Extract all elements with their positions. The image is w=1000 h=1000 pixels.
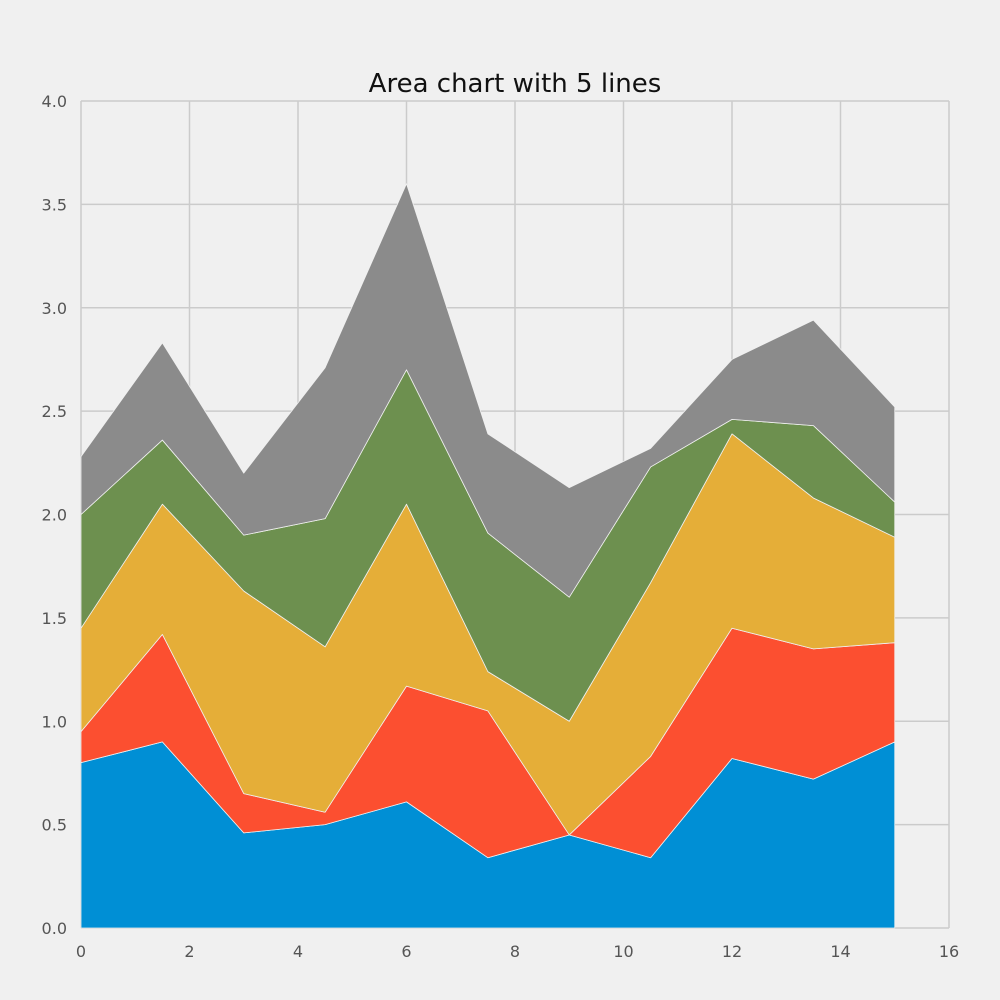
x-tick-label: 10 bbox=[613, 942, 633, 961]
y-tick-label: 3.0 bbox=[42, 299, 67, 318]
area-series-5 bbox=[80, 183, 896, 598]
x-tick-label: 12 bbox=[722, 942, 742, 961]
x-axis-ticks: 0 2 4 6 8 10 12 14 16 bbox=[76, 942, 959, 961]
area-series-group bbox=[80, 183, 896, 929]
chart-title: Area chart with 5 lines bbox=[369, 69, 662, 99]
y-tick-label: 2.5 bbox=[42, 402, 67, 421]
y-tick-label: 0.0 bbox=[42, 919, 67, 938]
x-tick-label: 2 bbox=[184, 942, 194, 961]
x-tick-label: 6 bbox=[401, 942, 411, 961]
y-tick-label: 1.5 bbox=[42, 609, 67, 628]
x-tick-label: 0 bbox=[76, 942, 86, 961]
y-tick-label: 0.5 bbox=[42, 816, 67, 835]
y-axis-ticks: 0.0 0.5 1.0 1.5 2.0 2.5 3.0 3.5 4.0 bbox=[42, 92, 67, 938]
y-tick-label: 2.0 bbox=[42, 506, 67, 525]
x-tick-label: 14 bbox=[830, 942, 850, 961]
y-tick-label: 1.0 bbox=[42, 712, 67, 731]
y-tick-label: 3.5 bbox=[42, 195, 67, 214]
x-tick-label: 16 bbox=[939, 942, 959, 961]
x-tick-label: 4 bbox=[293, 942, 303, 961]
y-tick-label: 4.0 bbox=[42, 92, 67, 111]
x-tick-label: 8 bbox=[510, 942, 520, 961]
